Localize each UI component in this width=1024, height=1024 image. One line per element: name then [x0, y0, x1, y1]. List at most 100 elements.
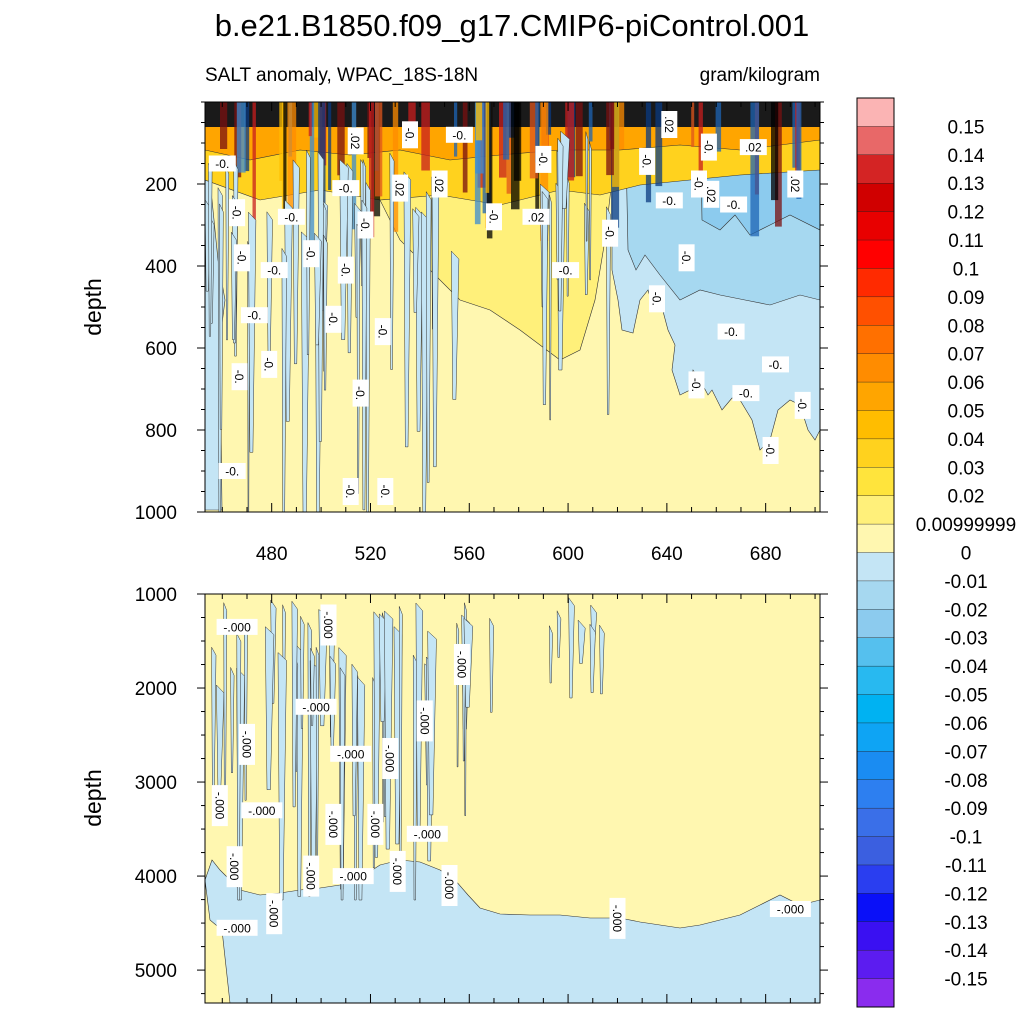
negative-column	[281, 247, 287, 512]
contour-label-text: -0.	[225, 465, 239, 479]
y-tick-label: 1000	[135, 503, 177, 524]
contour-label-text: -0.	[267, 264, 281, 278]
contour-label-text: -0.	[326, 312, 340, 326]
contour-label-text: -0.	[724, 325, 738, 339]
contour-label: -0.	[678, 244, 695, 272]
surface-streak	[796, 102, 802, 199]
contour-label-text: -.000	[454, 651, 468, 679]
contour-label-box	[277, 208, 305, 225]
colorbar-swatch	[856, 779, 895, 809]
contour-label: .02	[661, 111, 678, 138]
contour-label: -0.	[655, 192, 683, 209]
negative-column	[219, 203, 224, 430]
contour-label-box	[732, 385, 760, 402]
contour-label-text: -.000	[383, 745, 397, 773]
colorbar-label: 0.05	[948, 402, 985, 423]
contour-label: -.000	[389, 850, 406, 892]
contour-label-text: -0.	[763, 443, 777, 457]
colorbar-swatch	[856, 183, 895, 213]
contour-label: -.000	[266, 893, 283, 935]
surface-streak	[244, 102, 250, 172]
contour-label-text: .02	[528, 210, 545, 224]
surface-streak	[612, 102, 620, 187]
x-tick-label: 600	[552, 544, 584, 565]
contour-label: -.000	[332, 868, 374, 885]
contour-label-text: -.000	[610, 905, 624, 933]
contour-label-text: -0.	[452, 128, 466, 142]
colorbar-label: 0.09	[948, 288, 985, 309]
surface-streak	[313, 102, 323, 138]
contour-label: .02	[392, 174, 409, 202]
contour-label-text: -.000	[223, 620, 251, 634]
contour-label: -0.	[240, 307, 268, 324]
contour-label-text: -0.	[679, 251, 693, 265]
contour-label-text: -0.	[640, 154, 654, 168]
contour-label-box	[266, 893, 283, 935]
surface-streak	[775, 102, 782, 227]
contour-label: -0.	[649, 285, 665, 313]
negative-column	[549, 194, 552, 421]
contour-label-box	[406, 825, 448, 842]
contour-label-text: -.000	[337, 747, 365, 761]
contour-label: -.000	[226, 846, 243, 888]
contour-label: -0.	[762, 437, 779, 464]
surface-streak	[220, 102, 228, 149]
contour-label-text: -0.	[284, 210, 298, 224]
surface-streak	[279, 102, 284, 181]
colorbar-label: -0.05	[944, 686, 987, 707]
contour-label-text: -0.	[662, 194, 676, 208]
contour-label-text: -.000	[368, 811, 382, 839]
contour-label: -.000	[295, 698, 337, 715]
surface-streak	[475, 102, 483, 141]
lower-field	[205, 594, 820, 1003]
contour-label: -0.	[277, 208, 305, 225]
contour-label-text: -0.	[235, 251, 249, 265]
contour-label: -.000	[769, 901, 811, 917]
contour-label: .02	[431, 170, 448, 198]
colorbar-swatch	[856, 523, 895, 554]
y-tick-label: 5000	[135, 961, 177, 982]
colorbar-swatch	[856, 580, 895, 610]
contour-label-box	[261, 350, 278, 378]
contour-label-box	[357, 211, 374, 239]
contour-label-text: -0.	[343, 484, 357, 498]
contour-label-text: -0.	[768, 358, 782, 372]
contour-label-text: -0.	[358, 218, 372, 232]
contour-label: -0.	[445, 126, 473, 143]
contour-label: -0.	[218, 463, 246, 479]
colorbar-swatch	[856, 495, 895, 525]
contour-label-text: .02	[432, 176, 446, 193]
contour-label: -0.	[342, 478, 359, 505]
contour-label-text: -.000	[417, 707, 431, 735]
contour-label: -.000	[367, 803, 384, 845]
contour-label-text: -.000	[240, 731, 254, 759]
colorbar-label: -0.06	[944, 714, 987, 735]
colorbar-label: -0.12	[944, 884, 987, 905]
contour-label-text: -0.	[339, 182, 353, 196]
colorbar-label: -0.02	[944, 600, 987, 621]
contour-label-text: -0.	[378, 484, 392, 498]
contour-label: -0.	[357, 211, 374, 239]
contour-label-box	[347, 127, 364, 155]
x-tick-label: 640	[651, 544, 683, 565]
surface-streak	[535, 102, 540, 163]
colorbar-label: -0.1	[950, 828, 983, 849]
colorbar-swatch	[856, 296, 895, 326]
contour-label-box	[377, 478, 394, 505]
contour-label: -0.	[229, 199, 246, 227]
contour-label-box	[239, 723, 255, 765]
contour-label: -.000	[441, 865, 458, 906]
colorbar-swatch	[856, 836, 895, 866]
surface-streak	[318, 102, 326, 205]
colorbar-swatch	[856, 921, 895, 951]
surface-streak	[771, 102, 779, 201]
colorbar-swatch	[856, 211, 895, 241]
x-tick-label: 680	[750, 544, 782, 565]
contour-label-box	[218, 463, 246, 479]
colorbar-swatch	[856, 438, 895, 468]
contour-label: -0.	[720, 196, 748, 213]
contour-label: -0.	[639, 147, 656, 175]
contour-label: -.000	[216, 618, 258, 635]
contour-label: -0.	[486, 203, 502, 231]
